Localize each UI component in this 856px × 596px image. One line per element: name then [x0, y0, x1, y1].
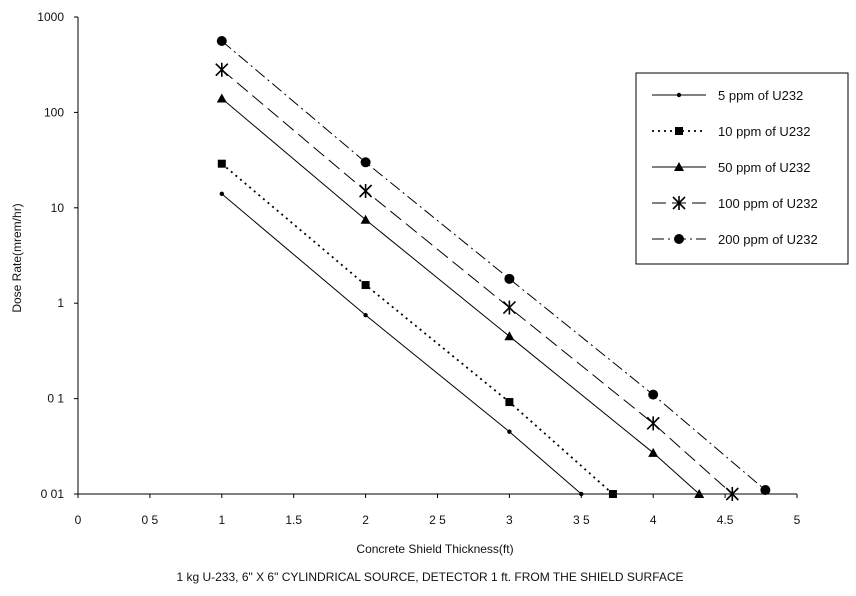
- data-point-square: [505, 398, 514, 407]
- data-point-star: [359, 184, 373, 199]
- data-point-dot: [507, 429, 512, 434]
- data-point-circle: [648, 389, 659, 400]
- data-point-star: [646, 416, 660, 431]
- legend-label-circle: 200 ppm of U232: [718, 232, 818, 247]
- data-point-star: [725, 487, 739, 501]
- y-tick-label: 1000: [37, 10, 64, 24]
- x-tick-label: 4.5: [717, 513, 734, 527]
- series-line-dot: [221, 193, 582, 495]
- x-tick-label: 2: [362, 513, 369, 527]
- legend-marker-square: [675, 127, 683, 135]
- x-tick-label: 3 5: [573, 513, 590, 527]
- data-point-triangle: [360, 214, 371, 224]
- plot-series: [215, 36, 771, 501]
- data-point-square: [361, 281, 370, 290]
- data-point-circle: [216, 36, 227, 47]
- data-point-star: [502, 300, 516, 315]
- data-point-star: [215, 62, 229, 77]
- x-tick-label: 3: [506, 513, 513, 527]
- data-point-square: [608, 490, 617, 498]
- x-axis-title: Concrete Shield Thickness(ft): [356, 542, 513, 556]
- data-point-circle: [760, 485, 771, 496]
- x-tick-label: 0: [75, 513, 82, 527]
- data-point-triangle: [694, 489, 705, 498]
- y-axis-title: Dose Rate(mrem/hr): [10, 203, 24, 312]
- series-line-triangle: [221, 98, 700, 495]
- legend-label-square: 10 ppm of U232: [718, 124, 811, 139]
- chart-caption: 1 kg U-233, 6" X 6" CYLINDRICAL SOURCE, …: [176, 570, 683, 584]
- series-line-square: [221, 163, 614, 495]
- y-tick-label: 0 1: [47, 392, 64, 406]
- x-tick-label: 4: [650, 513, 657, 527]
- x-tick-label: 1.5: [285, 513, 302, 527]
- y-tick-label: 100: [44, 105, 64, 119]
- legend-marker-star: [672, 196, 686, 210]
- data-point-circle: [504, 273, 515, 284]
- data-point-dot: [363, 312, 368, 318]
- data-point-dot: [219, 191, 224, 197]
- data-point-triangle: [216, 93, 227, 103]
- data-point-square: [217, 159, 226, 168]
- legend: 5 ppm of U232 10 ppm of U232 50 ppm of U23…: [635, 72, 849, 265]
- data-point-circle: [360, 157, 371, 168]
- legend-box: [635, 72, 849, 265]
- plot-ticks: 0 0 5 1 1.5 2 2 5 3 3 5 4 4.5 5 0 01 0 1 1 10 100 1000: [37, 10, 800, 527]
- x-tick-label: 2 5: [429, 513, 446, 527]
- data-point-triangle: [504, 331, 515, 341]
- legend-label-triangle: 50 ppm of U232: [718, 160, 811, 175]
- x-tick-label: 5: [794, 513, 801, 527]
- x-tick-label: 0 5: [142, 513, 159, 527]
- legend-label-dot: 5 ppm of U232: [718, 88, 803, 103]
- y-tick-label: 0 01: [41, 487, 65, 501]
- x-tick-label: 1: [218, 513, 225, 527]
- y-tick-label: 10: [51, 201, 65, 215]
- legend-label-star: 100 ppm of U232: [718, 196, 818, 211]
- y-tick-label: 1: [57, 296, 64, 310]
- legend-marker-dot: [676, 92, 682, 98]
- legend-marker-circle: [674, 234, 684, 244]
- data-point-triangle: [648, 447, 659, 457]
- legend-marker-triangle: [674, 162, 684, 171]
